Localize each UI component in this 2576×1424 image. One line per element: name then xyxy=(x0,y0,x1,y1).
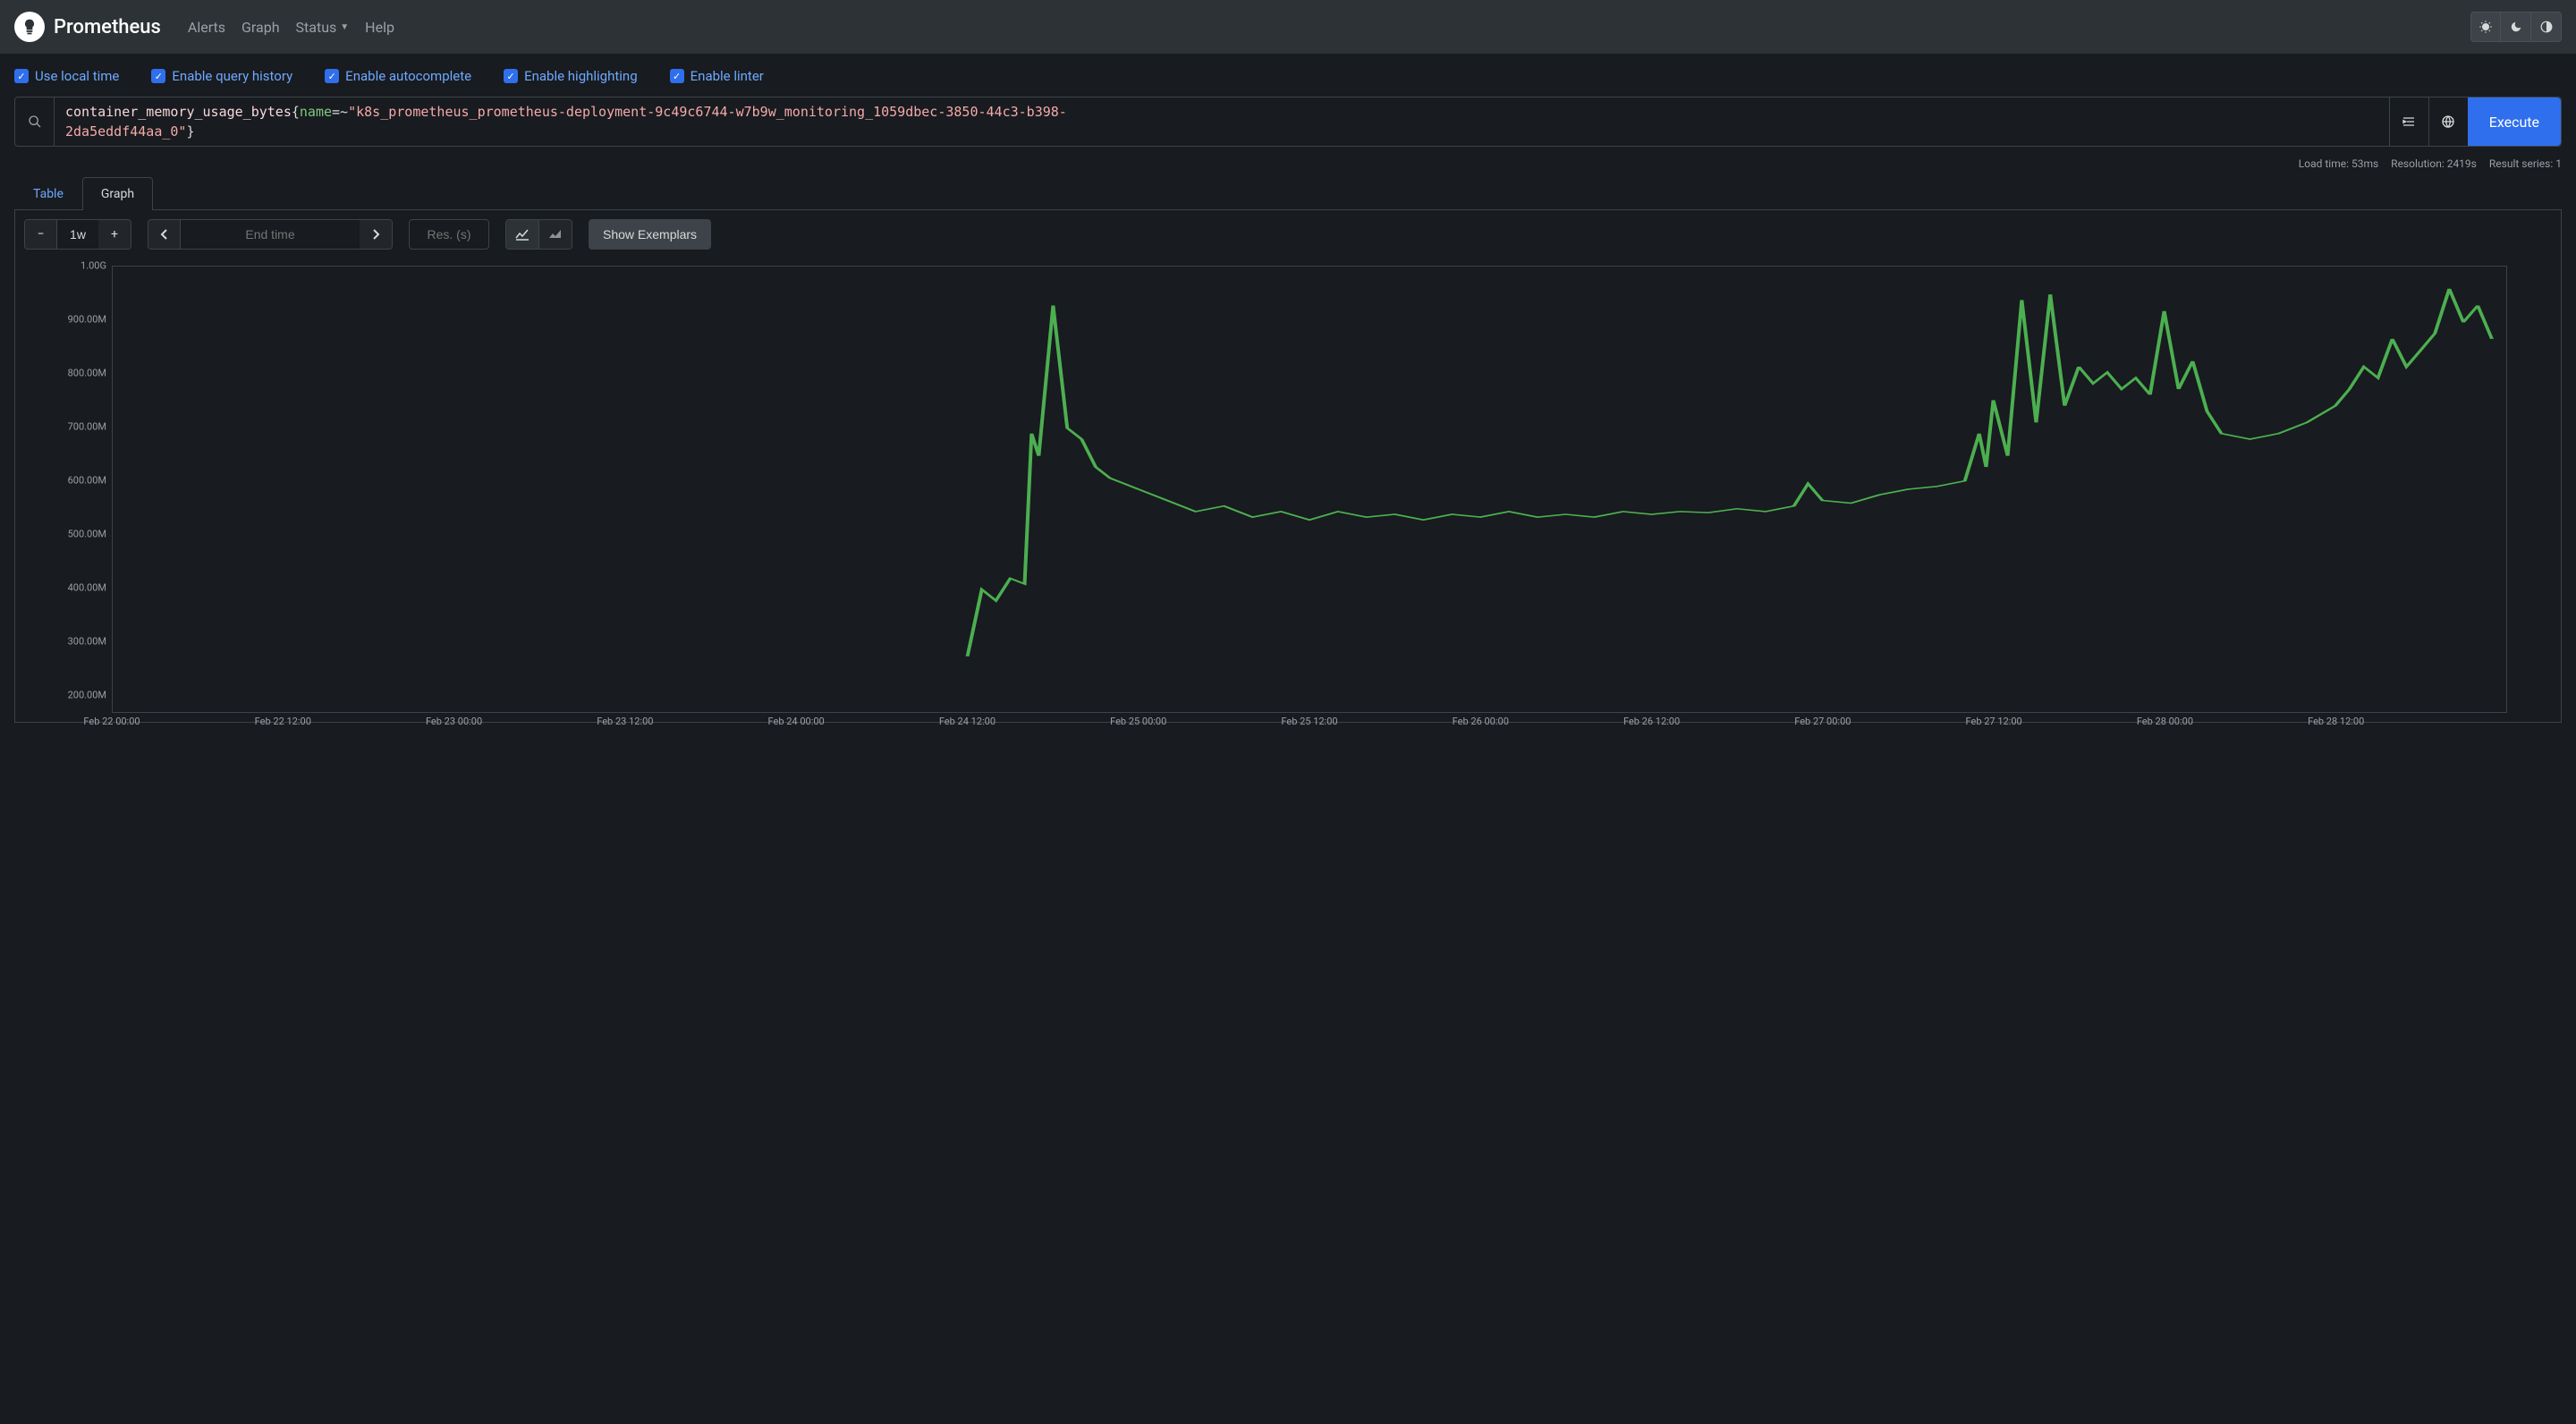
x-tick-label: Feb 25 12:00 xyxy=(1281,716,1337,727)
moon-icon xyxy=(2510,21,2522,33)
chevron-down-icon: ▼ xyxy=(340,22,349,32)
globe-icon xyxy=(2441,114,2455,129)
checkbox-icon: ✓ xyxy=(504,69,518,83)
x-tick-label: Feb 22 12:00 xyxy=(255,716,311,727)
chevron-left-icon xyxy=(160,229,169,240)
end-time-input[interactable] xyxy=(181,220,360,249)
y-tick-label: 1.00G xyxy=(80,260,106,272)
range-increase-button[interactable]: + xyxy=(98,220,131,249)
chart-type-group xyxy=(505,219,572,250)
brand-logo[interactable]: Prometheus xyxy=(14,12,161,42)
tab-graph[interactable]: Graph xyxy=(82,177,153,210)
navbar: Prometheus Alerts Graph Status▼ Help xyxy=(0,0,2576,54)
option-autocomplete[interactable]: ✓Enable autocomplete xyxy=(325,68,471,84)
line-chart-button[interactable] xyxy=(506,220,539,249)
x-tick-label: Feb 28 12:00 xyxy=(2308,716,2364,727)
nav-help[interactable]: Help xyxy=(365,19,394,36)
content: ✓Use local time ✓Enable query history ✓E… xyxy=(0,54,2576,737)
theme-dark-button[interactable] xyxy=(2501,12,2531,42)
x-tick-label: Feb 24 12:00 xyxy=(939,716,996,727)
y-tick-label: 800.00M xyxy=(68,368,106,379)
nav-left: Prometheus Alerts Graph Status▼ Help xyxy=(14,12,394,42)
expression-search-icon[interactable] xyxy=(15,97,55,146)
y-tick-label: 600.00M xyxy=(68,475,106,487)
tab-table[interactable]: Table xyxy=(14,177,82,210)
stats-row: Load time: 53ms Resolution: 2419s Result… xyxy=(14,157,2562,170)
x-tick-label: Feb 25 00:00 xyxy=(1110,716,1166,727)
area-chart-icon xyxy=(548,228,563,241)
x-tick-label: Feb 27 00:00 xyxy=(1794,716,1851,727)
plot-area[interactable] xyxy=(112,266,2507,713)
y-tick-label: 900.00M xyxy=(68,314,106,326)
nav-alerts[interactable]: Alerts xyxy=(188,19,225,36)
option-highlighting[interactable]: ✓Enable highlighting xyxy=(504,68,638,84)
range-group: − + xyxy=(24,219,131,250)
stacked-chart-button[interactable] xyxy=(539,220,572,249)
checkbox-icon: ✓ xyxy=(670,69,684,83)
line-chart-icon xyxy=(515,228,530,241)
checkbox-icon: ✓ xyxy=(151,69,165,83)
execute-button[interactable]: Execute xyxy=(2468,97,2561,146)
expression-browser-button[interactable] xyxy=(2428,97,2468,146)
x-tick-label: Feb 22 00:00 xyxy=(83,716,140,727)
x-tick-label: Feb 26 12:00 xyxy=(1623,716,1680,727)
indent-icon xyxy=(2402,114,2416,129)
theme-auto-button[interactable] xyxy=(2531,12,2562,42)
format-button[interactable] xyxy=(2389,97,2428,146)
time-back-button[interactable] xyxy=(148,220,181,249)
contrast-icon xyxy=(2540,21,2553,33)
sun-icon xyxy=(2479,20,2493,34)
stat-series: Result series: 1 xyxy=(2489,157,2562,170)
theme-buttons xyxy=(2470,12,2562,42)
expression-row: container_memory_usage_bytes{name=~"k8s_… xyxy=(14,97,2562,147)
option-query-history[interactable]: ✓Enable query history xyxy=(151,68,292,84)
resolution-input[interactable] xyxy=(409,219,489,250)
range-decrease-button[interactable]: − xyxy=(25,220,57,249)
x-tick-label: Feb 24 00:00 xyxy=(768,716,825,727)
theme-light-button[interactable] xyxy=(2470,12,2501,42)
checkbox-icon: ✓ xyxy=(14,69,29,83)
endtime-group xyxy=(148,219,393,250)
stat-resolution: Resolution: 2419s xyxy=(2391,157,2477,170)
chart-svg xyxy=(113,267,2506,712)
nav-graph[interactable]: Graph xyxy=(242,19,280,36)
chevron-right-icon xyxy=(371,229,380,240)
x-tick-label: Feb 23 12:00 xyxy=(597,716,653,727)
x-tick-label: Feb 27 12:00 xyxy=(1966,716,2022,727)
series-line xyxy=(968,289,2492,657)
brand-name: Prometheus xyxy=(54,16,161,38)
controls-row: − + Show E xyxy=(24,219,2552,250)
search-icon xyxy=(28,114,42,129)
y-tick-label: 700.00M xyxy=(68,421,106,433)
option-local-time[interactable]: ✓Use local time xyxy=(14,68,119,84)
y-tick-label: 200.00M xyxy=(68,690,106,701)
x-tick-label: Feb 23 00:00 xyxy=(426,716,482,727)
option-linter[interactable]: ✓Enable linter xyxy=(670,68,764,84)
tabs: Table Graph xyxy=(14,177,2562,210)
show-exemplars-button[interactable]: Show Exemplars xyxy=(589,219,711,250)
range-input[interactable] xyxy=(57,220,98,249)
checkbox-icon: ✓ xyxy=(325,69,339,83)
options-row: ✓Use local time ✓Enable query history ✓E… xyxy=(14,68,2562,84)
x-tick-label: Feb 26 00:00 xyxy=(1453,716,1509,727)
y-tick-label: 300.00M xyxy=(68,636,106,648)
nav-status[interactable]: Status▼ xyxy=(296,19,350,36)
chart-area: 1.00G900.00M800.00M700.00M600.00M500.00M… xyxy=(42,266,2534,713)
prometheus-icon xyxy=(14,12,45,42)
nav-links: Alerts Graph Status▼ Help xyxy=(188,19,394,36)
stat-load-time: Load time: 53ms xyxy=(2299,157,2378,170)
expression-buttons: Execute xyxy=(2389,97,2561,146)
y-tick-label: 500.00M xyxy=(68,529,106,540)
y-tick-label: 400.00M xyxy=(68,582,106,594)
time-forward-button[interactable] xyxy=(360,220,392,249)
expression-input[interactable]: container_memory_usage_bytes{name=~"k8s_… xyxy=(55,97,2389,146)
graph-panel: − + Show E xyxy=(14,210,2562,723)
x-tick-label: Feb 28 00:00 xyxy=(2137,716,2193,727)
